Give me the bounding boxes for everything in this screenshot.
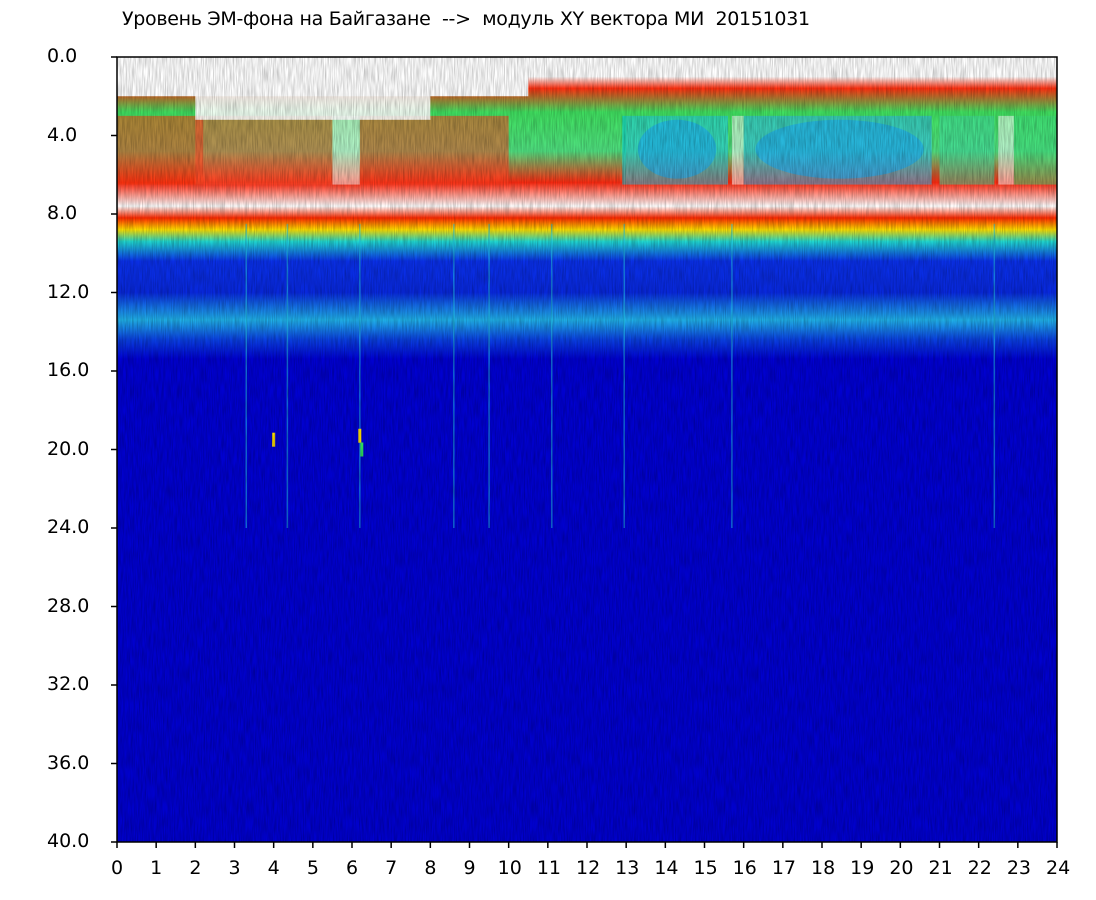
x-tick-label: 20 <box>889 857 914 879</box>
y-tick-label: 32.0 <box>47 673 90 695</box>
chart-title: Уровень ЭМ-фона на Байгазане --> модуль … <box>122 8 810 30</box>
x-tick-label: 17 <box>771 857 797 879</box>
x-tick-label: 1 <box>150 857 163 879</box>
x-tick-label: 23 <box>1006 857 1032 879</box>
x-tick-label: 12 <box>576 857 601 879</box>
x-tick-label: 16 <box>732 857 757 879</box>
x-tick-label: 0 <box>111 857 124 879</box>
noise-texture <box>117 57 1057 842</box>
x-tick-label: 18 <box>811 857 836 879</box>
x-tick-label: 19 <box>850 857 875 879</box>
x-tick-label: 11 <box>536 857 562 879</box>
x-tick-label: 15 <box>693 857 718 879</box>
y-tick-label: 0.0 <box>47 45 78 67</box>
x-tick-label: 2 <box>189 857 202 879</box>
x-tick-label: 3 <box>228 857 241 879</box>
y-tick-label: 16.0 <box>47 359 90 381</box>
y-tick-label: 20.0 <box>47 437 90 460</box>
x-tick-label: 24 <box>1046 857 1071 879</box>
x-tick-label: 21 <box>928 857 953 879</box>
y-tick-label: 12.0 <box>47 280 90 303</box>
x-tick-label: 10 <box>497 857 522 879</box>
x-tick-label: 14 <box>654 857 679 879</box>
y-tick-label: 8.0 <box>47 202 78 224</box>
x-tick-label: 8 <box>424 857 437 879</box>
y-tick-label: 36.0 <box>47 751 90 774</box>
y-tick-label: 40.0 <box>47 830 90 852</box>
y-tick-label: 28.0 <box>47 594 90 617</box>
x-tick-label: 13 <box>615 857 640 879</box>
x-tick-label: 7 <box>385 857 398 879</box>
y-tick-label: 24.0 <box>47 516 90 538</box>
x-tick-label: 5 <box>306 857 319 879</box>
x-tick-label: 22 <box>967 857 992 879</box>
x-tick-label: 6 <box>346 857 359 879</box>
x-tick-label: 9 <box>463 857 476 879</box>
axes <box>111 56 1058 848</box>
plot-area <box>117 57 1057 842</box>
x-tick-label: 4 <box>267 857 280 879</box>
y-tick-label: 4.0 <box>47 123 78 146</box>
